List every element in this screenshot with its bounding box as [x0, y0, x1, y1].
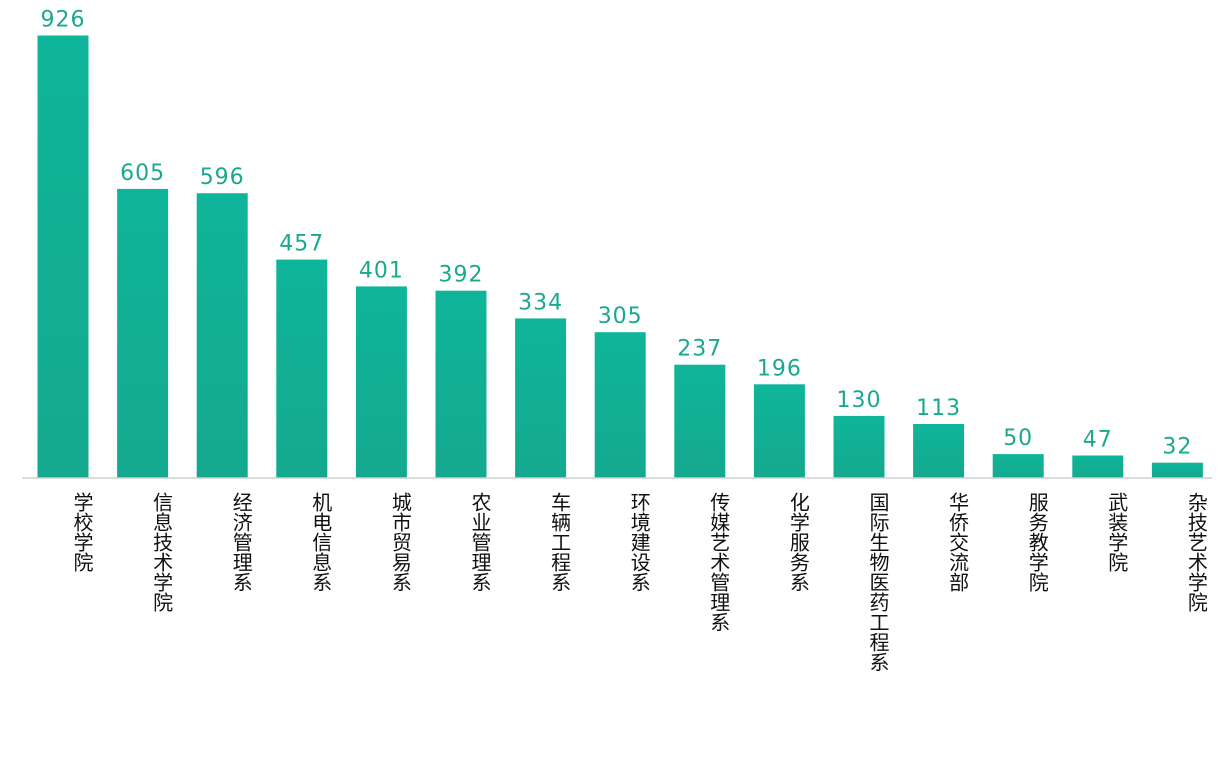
data-label-9: 237 [677, 337, 722, 362]
data-label-14: 47 [1083, 428, 1113, 453]
category-label-2: 信息技术学院 [149, 492, 174, 612]
category-label-11: 国际生物医药工程系 [866, 492, 890, 672]
category-label-6: 农业管理系 [468, 492, 492, 592]
bar-10 [753, 384, 805, 478]
category-label-15: 杂技艺术学院 [1184, 492, 1209, 612]
data-label-13: 50 [1003, 426, 1033, 451]
category-label-9: 传媒艺术管理系 [706, 492, 731, 632]
data-label-7: 334 [518, 290, 563, 315]
bar-13 [992, 454, 1044, 478]
bar-7 [515, 318, 567, 478]
category-label-5: 城市贸易系 [388, 492, 413, 592]
data-label-6: 392 [439, 263, 484, 288]
data-label-10: 196 [757, 356, 802, 381]
data-label-2: 605 [120, 161, 165, 186]
bar-14 [1072, 455, 1124, 478]
data-label-3: 596 [200, 165, 245, 190]
value-labels-group: 926 605 596 457 401 392 334 305 237 196 130 113 50 47… [41, 8, 1192, 460]
bar-1 [37, 35, 89, 478]
bar-5 [355, 286, 407, 478]
category-label-1: 学校学院 [70, 492, 94, 572]
category-label-10: 化学服务系 [786, 492, 811, 592]
category-label-3: 经济管理系 [229, 492, 254, 592]
bar-4 [276, 259, 328, 478]
category-label-14: 武装学院 [1104, 492, 1129, 572]
data-label-8: 305 [598, 304, 643, 329]
bar-3 [196, 193, 248, 478]
bar-12 [913, 424, 965, 478]
data-label-15: 32 [1162, 435, 1192, 460]
bar-15 [1151, 462, 1203, 478]
data-label-5: 401 [359, 258, 404, 283]
bar-9 [674, 364, 726, 478]
data-label-1: 926 [41, 8, 86, 33]
bar-2 [117, 188, 169, 478]
bar-6 [435, 290, 487, 478]
bars-group [37, 35, 1203, 478]
category-label-4: 机电信息系 [308, 492, 333, 592]
category-label-13: 服务教学院 [1025, 492, 1050, 592]
bar-8 [594, 332, 646, 478]
category-label-8: 环境建设系 [627, 492, 652, 592]
category-label-12: 华侨交流部 [945, 492, 970, 592]
data-label-12: 113 [916, 396, 961, 421]
data-label-11: 130 [837, 388, 882, 413]
data-label-4: 457 [279, 232, 324, 257]
bar-11 [833, 415, 885, 478]
category-label-7: 车辆工程系 [547, 492, 572, 592]
